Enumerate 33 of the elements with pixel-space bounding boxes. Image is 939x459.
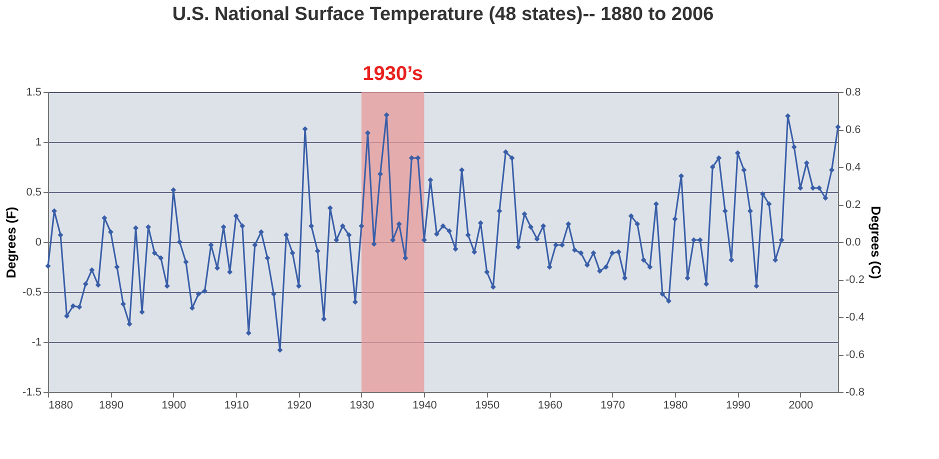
y-tick-label: 0 <box>35 236 42 248</box>
y-tick-label: 1 <box>35 136 42 148</box>
x-tick-label: 1910 <box>224 400 249 412</box>
x-tick-label: 1900 <box>162 400 186 412</box>
y2-tick-label: -0.6 <box>846 349 864 361</box>
y2-tick-label: -0.4 <box>846 312 864 324</box>
x-tick-label: 1920 <box>287 400 312 412</box>
x-tick-label: 1980 <box>663 400 688 412</box>
y-tick-label: -1.5 <box>22 386 42 398</box>
y2-tick-label: 0.2 <box>846 199 861 211</box>
y2-tick-label: -0.8 <box>846 386 864 398</box>
x-tick-label: 2000 <box>788 400 814 412</box>
x-tick-label: 1890 <box>98 400 124 412</box>
y2-tick-label: 0.4 <box>846 162 861 174</box>
x-tick-label: 1880 <box>48 400 73 412</box>
y-tick-label: -0.5 <box>22 286 42 298</box>
y2-tick-label: -0.2 <box>846 274 864 286</box>
y-tick-label: 1.5 <box>26 86 42 98</box>
x-tick-label: 1930 <box>350 400 374 412</box>
y2-tick-label: 0.8 <box>846 86 861 98</box>
y-tick-label: -1 <box>32 336 42 348</box>
x-tick-label: 1950 <box>475 400 500 412</box>
y2-tick-label: 0.0 <box>846 236 861 248</box>
chart-title: U.S. National Surface Temperature (48 states)-- 1880 to 2006 <box>172 4 714 25</box>
x-tick-label: 1970 <box>600 400 626 412</box>
y-axis-title: Degrees (F) <box>4 206 19 278</box>
x-tick-label: 1940 <box>412 400 437 412</box>
x-tick-label: 1990 <box>726 400 750 412</box>
y2-axis-title: Degrees (C) <box>868 206 884 279</box>
band-label: 1930’s <box>362 63 424 85</box>
x-tick-label: 1960 <box>538 400 562 412</box>
y2-tick-label: 0.6 <box>846 124 861 136</box>
y-tick-label: 0.5 <box>26 186 42 198</box>
